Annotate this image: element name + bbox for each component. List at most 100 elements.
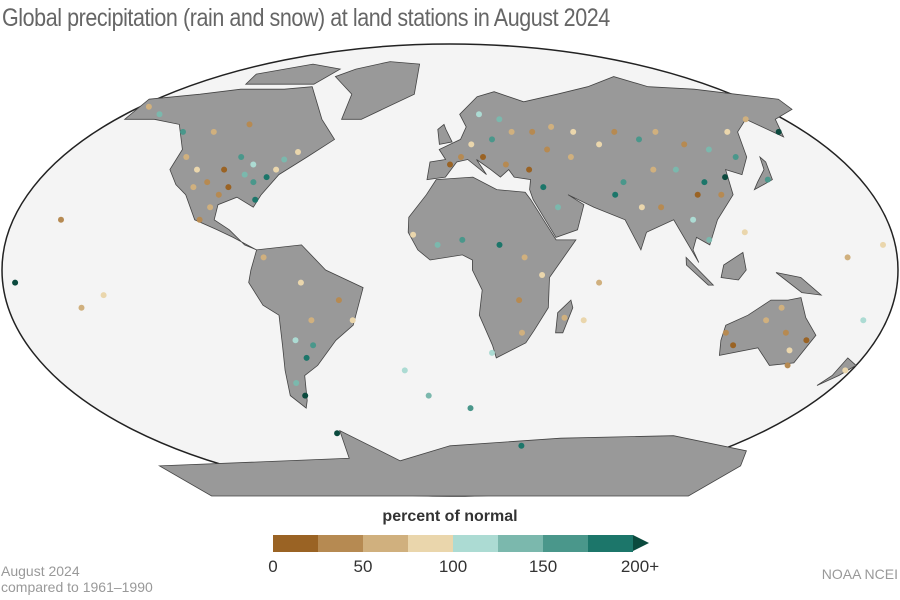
station-dot xyxy=(78,304,85,311)
station-dot xyxy=(190,184,197,191)
station-dot xyxy=(778,304,785,311)
station-dot xyxy=(690,216,697,223)
station-dot xyxy=(459,236,466,243)
station-dot xyxy=(681,141,688,148)
station-dot xyxy=(652,128,659,135)
station-dot xyxy=(722,174,729,181)
station-dot xyxy=(706,236,713,243)
station-dot xyxy=(489,136,495,143)
greenland xyxy=(334,61,421,120)
station-dot xyxy=(476,111,482,118)
station-dot xyxy=(521,254,528,261)
station-dot xyxy=(210,128,217,135)
station-dot xyxy=(508,128,515,135)
station-dot xyxy=(194,166,200,173)
station-dot xyxy=(183,154,190,160)
station-dot xyxy=(252,196,259,203)
station-dot xyxy=(447,161,453,168)
station-dot xyxy=(496,241,503,248)
station-dot xyxy=(145,103,152,110)
footer-date: August 2024 compared to 1961–1990 xyxy=(1,563,153,595)
station-dot xyxy=(701,179,708,186)
station-dot xyxy=(468,141,475,148)
station-dot xyxy=(611,128,618,135)
station-dots xyxy=(12,103,886,449)
station-dot xyxy=(764,176,771,183)
legend-tick: 200+ xyxy=(620,557,660,576)
station-dot xyxy=(620,179,627,186)
station-dot xyxy=(58,216,64,223)
station-dot xyxy=(722,329,729,336)
station-dot xyxy=(844,254,851,261)
station-dot xyxy=(250,161,257,168)
station-dot xyxy=(260,254,267,261)
station-dot xyxy=(410,231,417,238)
station-dot xyxy=(694,191,701,198)
station-dot xyxy=(544,146,551,153)
station-dot xyxy=(434,241,441,248)
station-dot xyxy=(730,342,737,349)
station-dot xyxy=(246,121,253,128)
station-dot xyxy=(842,367,849,374)
station-dot xyxy=(880,241,886,248)
station-dot xyxy=(302,392,309,399)
station-dot xyxy=(561,314,568,321)
station-dot xyxy=(526,166,533,173)
station-dot xyxy=(310,342,317,349)
station-dot xyxy=(335,297,342,304)
station-dot xyxy=(196,216,203,223)
legend-swatch xyxy=(408,535,453,552)
station-dot xyxy=(215,191,222,198)
station-dot xyxy=(596,141,603,148)
station-dot xyxy=(718,191,725,198)
legend-swatch xyxy=(318,535,363,552)
footer-month: August 2024 xyxy=(1,563,80,579)
footer-baseline: compared to 1961–1990 xyxy=(1,579,153,595)
station-dot xyxy=(496,116,503,123)
station-dot xyxy=(742,116,749,123)
station-dot xyxy=(467,405,474,412)
station-dot xyxy=(295,149,301,155)
legend-tick: 150 xyxy=(528,557,558,576)
station-dot xyxy=(570,128,577,135)
station-dot xyxy=(180,128,186,135)
station-dot xyxy=(724,128,731,135)
new-guinea xyxy=(775,272,823,296)
station-dot xyxy=(204,179,211,186)
station-dot xyxy=(292,337,299,344)
legend-swatch xyxy=(498,535,543,552)
station-dot xyxy=(250,179,257,186)
station-dot xyxy=(612,191,619,198)
station-dot xyxy=(308,317,315,324)
africa xyxy=(407,176,577,359)
station-dot xyxy=(401,367,408,374)
legend-swatch xyxy=(363,535,408,552)
station-dot xyxy=(207,204,214,211)
station-dot xyxy=(803,337,810,344)
station-dot xyxy=(529,128,536,135)
antarctica xyxy=(158,429,747,497)
station-dot xyxy=(238,154,245,160)
station-dot xyxy=(786,347,793,354)
station-dot xyxy=(763,317,770,324)
station-dot xyxy=(297,279,304,286)
station-dot xyxy=(732,154,739,160)
station-dot xyxy=(705,146,712,153)
legend-tick: 50 xyxy=(353,557,373,576)
station-dot xyxy=(489,349,495,356)
legend-colorbar xyxy=(273,535,649,552)
great-britain xyxy=(437,123,453,145)
station-dot xyxy=(775,128,782,135)
legend-title: percent of normal xyxy=(382,508,518,525)
footer-credit: NOAA NCEI xyxy=(821,566,898,582)
station-dot xyxy=(100,292,107,299)
station-dot xyxy=(650,166,657,173)
land-masses xyxy=(123,61,857,497)
station-dot xyxy=(12,279,19,286)
legend-swatch xyxy=(588,535,633,552)
station-dot xyxy=(516,297,523,304)
south-america xyxy=(248,244,364,409)
station-dot xyxy=(658,204,665,211)
borneo xyxy=(720,251,747,281)
